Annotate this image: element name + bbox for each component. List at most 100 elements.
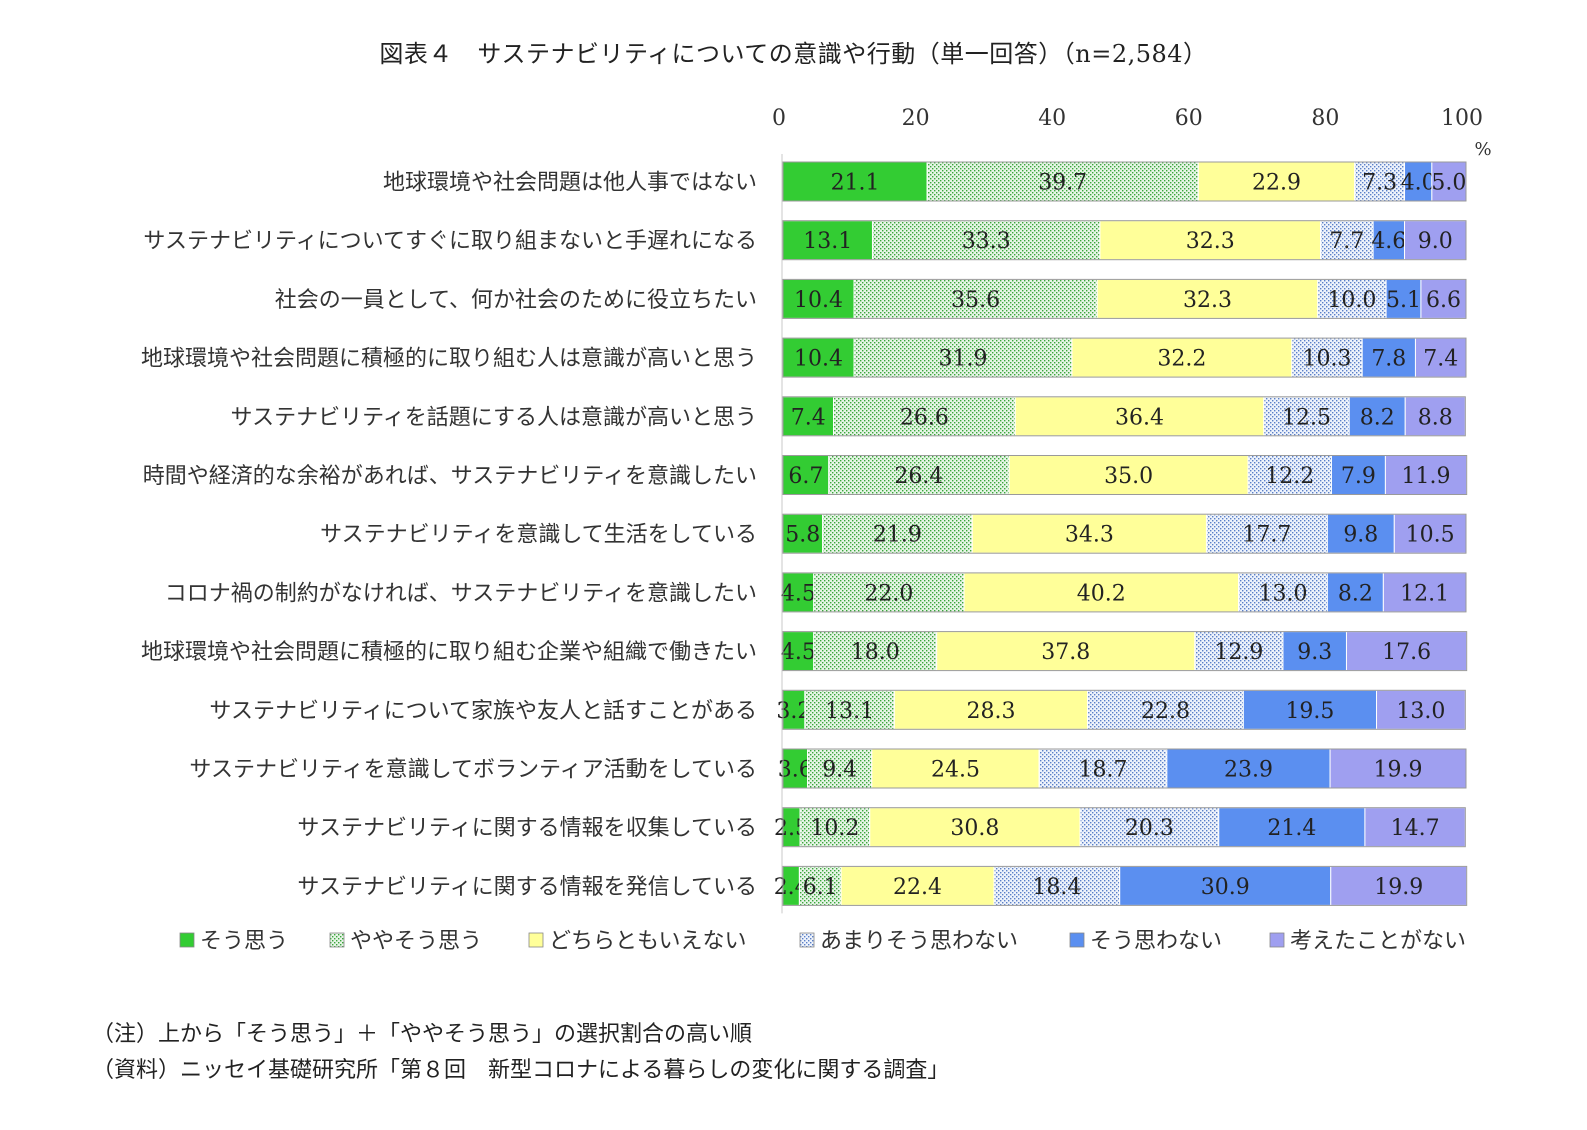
data-label: 10.5 <box>1406 523 1455 548</box>
category-label: 地球環境や社会問題に積極的に取り組む人は意識が高いと思う <box>141 347 757 372</box>
bar-segment <box>1291 337 1363 378</box>
bar-outline <box>782 631 1468 672</box>
bar-row: 3.2 13.1 28.3 22.8 19.5 13.0 <box>776 689 1466 730</box>
legend-item: 考えたことがない <box>1269 929 1466 954</box>
data-label: 9.4 <box>822 758 857 783</box>
data-label: 20.3 <box>1125 816 1174 841</box>
x-tick-label: 80 <box>1311 106 1339 131</box>
bar-outline <box>782 748 1467 789</box>
data-label: 21.4 <box>1267 816 1316 841</box>
bar-segment <box>1404 220 1467 261</box>
data-label: 12.2 <box>1265 464 1314 489</box>
legend-label: どちらともいえない <box>549 929 747 954</box>
data-label: 31.9 <box>938 347 987 372</box>
bar-segment <box>1364 807 1466 848</box>
data-label: 21.9 <box>873 523 922 548</box>
bar-segment <box>1238 572 1328 613</box>
bar-segment <box>1330 455 1386 495</box>
bar-outline <box>782 161 1467 202</box>
category-label: サステナビリティを意識して生活をしている <box>320 523 757 548</box>
bar-segment <box>1385 278 1422 319</box>
category-label: サステナビリティに関する情報を収集している <box>297 816 757 841</box>
category-label: 地球環境や社会問題に積極的に取り組む企業や組織で働きたい <box>141 640 757 665</box>
data-label: 13.1 <box>825 699 874 724</box>
legend-swatch <box>799 932 815 948</box>
category-label: サステナビリティについてすぐに取り組まないと手遅れになる <box>143 229 757 254</box>
chart-source: （資料）ニッセイ基礎研究所「第８回 新型コロナによる暮らしの変化に関する調査」 <box>92 1058 950 1083</box>
data-label: 37.8 <box>1041 640 1090 665</box>
bar-segment <box>1326 572 1384 613</box>
legend-item: ややそう思う <box>329 929 482 954</box>
data-label: 35.6 <box>951 288 1000 313</box>
x-tick-label: 0 <box>772 106 786 131</box>
data-label: 34.3 <box>1065 523 1114 548</box>
bar-segment <box>1197 161 1356 202</box>
bar-outline <box>782 337 1467 378</box>
x-tick-label: 100 <box>1441 106 1483 131</box>
bar-segment <box>1079 807 1220 848</box>
data-label: 7.4 <box>791 405 826 430</box>
bar-row: 3.6 9.4 24.5 18.7 23.9 19.9 <box>778 748 1467 789</box>
data-label: 10.0 <box>1327 288 1376 313</box>
legend-swatch <box>1269 932 1285 948</box>
category-label: 時間や経済的な余裕があれば、サステナビリティを意識したい <box>143 464 757 489</box>
category-label: サステナビリティを話題にする人は意識が高いと思う <box>231 405 757 430</box>
bar-row: 4.5 22.0 40.2 13.0 8.2 12.1 <box>781 572 1467 613</box>
data-label: 3.6 <box>778 758 813 783</box>
data-label: 22.4 <box>893 875 942 900</box>
data-label: 19.9 <box>1374 875 1423 900</box>
data-label: 32.2 <box>1157 347 1206 372</box>
data-label: 30.9 <box>1201 875 1250 900</box>
data-label: 13.1 <box>803 229 852 254</box>
bar-segment <box>1372 220 1406 261</box>
chart-note: （注）上から「そう思う」＋「ややそう思う」の選択割合の高い順 <box>92 1022 753 1047</box>
legend-swatch <box>528 932 544 948</box>
bar-segment <box>782 513 824 554</box>
data-label: 5.8 <box>785 523 820 548</box>
bar-segment <box>1218 807 1366 848</box>
bar-segment <box>893 689 1089 730</box>
data-label: 32.3 <box>1186 229 1235 254</box>
data-label: 19.9 <box>1374 758 1423 783</box>
bar-outline <box>782 513 1467 554</box>
category-labels: 地球環境や社会問題は他人事ではないサステナビリティについてすぐに取り組まないと手… <box>141 171 757 900</box>
data-label: 7.9 <box>1341 464 1376 489</box>
data-label: 7.3 <box>1362 171 1397 196</box>
legend-item: そう思わない <box>1069 929 1222 954</box>
data-label: 12.1 <box>1400 581 1449 606</box>
data-label: 9.3 <box>1297 640 1332 665</box>
data-label: 12.5 <box>1282 405 1331 430</box>
bar-segment <box>1038 748 1168 789</box>
data-label: 24.5 <box>931 758 980 783</box>
category-label: 社会の一員として、何か社会のために役立ちたい <box>275 288 757 313</box>
data-label: 4.5 <box>781 640 816 665</box>
bar-segment <box>871 220 1101 261</box>
bar-segment <box>869 807 1081 848</box>
data-label: 30.8 <box>950 816 999 841</box>
data-label: 28.3 <box>966 699 1015 724</box>
bar-segment <box>1282 631 1347 672</box>
bar-row: 21.1 39.7 22.9 7.3 4.05.0 <box>782 161 1467 202</box>
data-label: 11.9 <box>1402 464 1451 489</box>
data-label: 10.4 <box>794 288 843 313</box>
data-label: 6.1 <box>803 875 838 900</box>
legend-swatch <box>179 932 195 948</box>
bar-segment <box>1326 513 1395 554</box>
data-label: 8.2 <box>1338 581 1373 606</box>
data-label: 26.4 <box>894 464 943 489</box>
data-label: 12.9 <box>1214 640 1263 665</box>
legend-label: あまりそう思わない <box>820 929 1018 954</box>
bar-segment <box>1404 161 1433 202</box>
data-label: 9.0 <box>1418 229 1453 254</box>
data-label: 4.5 <box>781 581 816 606</box>
data-label: 6.6 <box>1426 288 1461 313</box>
bars: 21.1 39.7 22.9 7.3 4.05.0 13.1 33.3 32.3 7.7 4.6 9… <box>774 161 1468 906</box>
legend-label: そう思わない <box>1090 929 1222 954</box>
data-label: 22.8 <box>1141 699 1190 724</box>
data-label: 13.0 <box>1396 699 1445 724</box>
data-label: 7.7 <box>1329 229 1364 254</box>
legend-item: どちらともいえない <box>528 929 747 954</box>
data-label: 40.2 <box>1077 581 1126 606</box>
bar-segment <box>799 807 871 848</box>
x-tick-label: 40 <box>1038 106 1066 131</box>
